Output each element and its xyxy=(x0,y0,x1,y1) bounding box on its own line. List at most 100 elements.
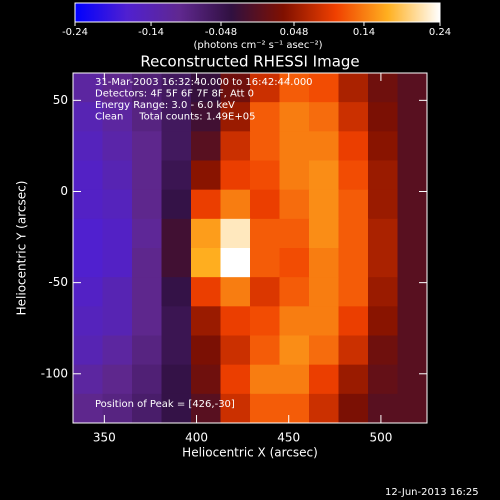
heatmap-cell xyxy=(250,364,280,395)
heatmap-cell xyxy=(73,102,103,132)
heatmap-cell xyxy=(132,189,162,220)
heatmap-cell xyxy=(161,306,192,336)
heatmap-cell xyxy=(279,248,310,278)
heatmap-cell xyxy=(73,218,103,249)
heatmap-cell xyxy=(220,248,251,278)
heatmap-cell xyxy=(338,189,369,220)
heatmap-cell xyxy=(161,218,192,249)
heatmap-cell xyxy=(102,306,133,336)
heatmap-cell xyxy=(338,160,369,191)
heatmap-cell xyxy=(309,102,339,132)
x-tick-label: 400 xyxy=(185,431,208,445)
colorbar-tick-label: -0.048 xyxy=(205,27,237,38)
heatmap-cell xyxy=(132,73,162,103)
heatmap-cell xyxy=(338,335,369,366)
heatmap-cell xyxy=(132,102,162,132)
peak-note: Position of Peak = [426,-30] xyxy=(95,399,235,410)
heatmap-cell xyxy=(220,218,251,249)
heatmap-cell xyxy=(397,102,428,132)
heatmap-cell xyxy=(309,393,339,424)
heatmap-cell xyxy=(220,364,251,395)
colorbar-tick-label: 0.048 xyxy=(280,27,309,38)
heatmap-cell xyxy=(191,189,221,220)
heatmap-cell xyxy=(102,335,133,366)
x-axis-label: Heliocentric X (arcsec) xyxy=(182,446,318,460)
heatmap-cell xyxy=(191,248,221,278)
y-tick-label: 0 xyxy=(60,184,68,198)
heatmap-cell xyxy=(279,364,310,395)
heatmap-cell xyxy=(132,393,162,424)
heatmap-cell xyxy=(338,364,369,395)
heatmap-cell xyxy=(161,277,192,307)
heatmap-cell xyxy=(161,335,192,366)
x-tick-label: 350 xyxy=(93,431,116,445)
annotation: Clean Total counts: 1.49E+05 xyxy=(95,112,255,123)
heatmap-cell xyxy=(397,248,428,278)
heatmap-cell xyxy=(191,364,221,395)
heatmap-cell xyxy=(309,248,339,278)
heatmap-cell xyxy=(73,393,103,424)
heatmap-cell xyxy=(368,277,398,307)
heatmap-cell xyxy=(161,248,192,278)
heatmap-cell xyxy=(368,73,398,103)
heatmap-cell xyxy=(279,131,310,161)
heatmap-cell xyxy=(73,189,103,220)
heatmap-cell xyxy=(368,189,398,220)
heatmap-cell xyxy=(309,218,339,249)
heatmap-cell xyxy=(161,189,192,220)
heatmap-cell xyxy=(250,73,280,103)
y-tick-label: 50 xyxy=(53,93,68,107)
heatmap-cell xyxy=(132,248,162,278)
heatmap-cell xyxy=(279,160,310,191)
heatmap-cell xyxy=(73,248,103,278)
heatmap-cell xyxy=(191,131,221,161)
heatmap-cell xyxy=(220,393,251,424)
heatmap-cell xyxy=(368,102,398,132)
heatmap-cell xyxy=(161,364,192,395)
heatmap-cell xyxy=(132,306,162,336)
heatmap-cell xyxy=(73,131,103,161)
footer: 12-Jun-2013 16:25 xyxy=(385,487,479,498)
heatmap-cell xyxy=(250,131,280,161)
heatmap-cell xyxy=(132,160,162,191)
heatmap-cell xyxy=(161,393,192,424)
heatmap-cell xyxy=(102,189,133,220)
heatmap-cell xyxy=(338,131,369,161)
heatmap-cell xyxy=(309,335,339,366)
heatmap-cell xyxy=(309,131,339,161)
heatmap-cell xyxy=(191,160,221,191)
heatmap-cell xyxy=(397,364,428,395)
heatmap-cell xyxy=(161,73,192,103)
heatmap-cell xyxy=(309,306,339,336)
heatmap-cell xyxy=(397,218,428,249)
heatmap-cell xyxy=(368,306,398,336)
heatmap-cell xyxy=(397,393,428,424)
heatmap-cell xyxy=(279,306,310,336)
heatmap-cell xyxy=(132,364,162,395)
heatmap-cell xyxy=(191,73,221,103)
heatmap-cell xyxy=(191,218,221,249)
annotation: Detectors: 4F 5F 6F 7F 8F, Att 0 xyxy=(95,89,254,100)
heatmap-cell xyxy=(309,364,339,395)
heatmap-cell xyxy=(191,277,221,307)
heatmap-cell xyxy=(220,277,251,307)
heatmap-cell xyxy=(397,277,428,307)
heatmap-cell xyxy=(309,189,339,220)
heatmap-cell xyxy=(132,335,162,366)
colorbar-tick-label: -0.24 xyxy=(62,27,88,38)
heatmap-cell xyxy=(73,306,103,336)
heatmap-cell xyxy=(397,306,428,336)
heatmap-cell xyxy=(132,277,162,307)
heatmap-cell xyxy=(368,160,398,191)
heatmap-cell xyxy=(102,131,133,161)
heatmap-cell xyxy=(220,306,251,336)
heatmap-cell xyxy=(309,73,339,103)
heatmap-cell xyxy=(309,160,339,191)
heatmap-cell xyxy=(279,102,310,132)
colorbar-tick-label: 0.24 xyxy=(429,27,451,38)
heatmap-cell xyxy=(73,73,103,103)
heatmap-cell xyxy=(220,189,251,220)
heatmap-cell xyxy=(397,189,428,220)
heatmap-cell xyxy=(338,248,369,278)
heatmap-cell xyxy=(338,306,369,336)
